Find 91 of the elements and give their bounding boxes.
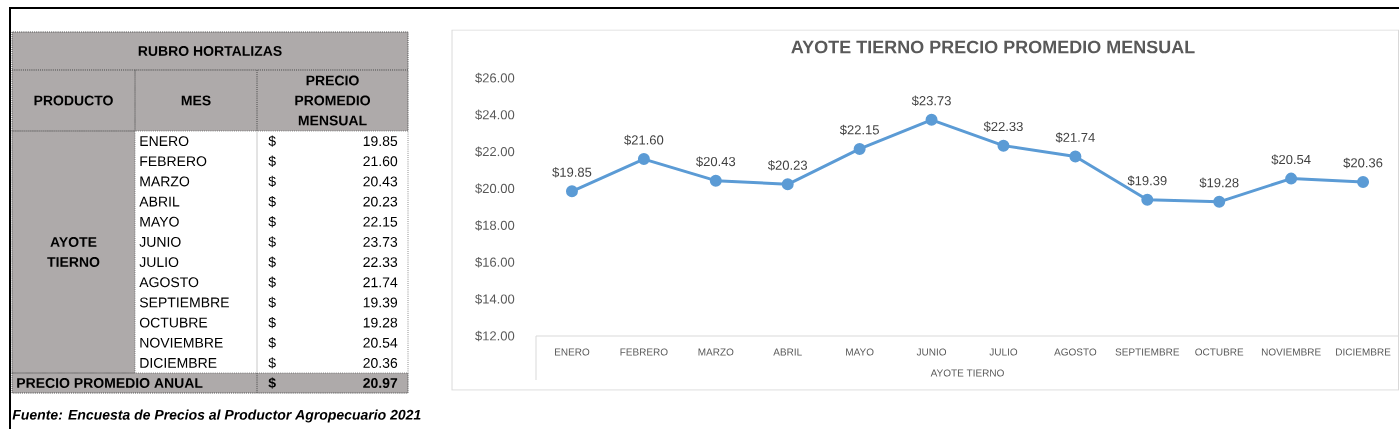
point [1069, 150, 1082, 163]
text: 22.15 [363, 216, 398, 227]
point [1141, 193, 1154, 206]
x-tick-label: SEPTIEMBRE [1115, 348, 1180, 356]
data-label: $22.15 [839, 124, 879, 136]
chart-title: AYOTE TIERNO PRECIO PROMEDIO MENSUAL [791, 40, 1195, 54]
text: $ [268, 337, 276, 349]
text: $ [268, 135, 276, 147]
data-label: $23.73 [911, 95, 951, 107]
x-tick-label: ENERO [555, 348, 590, 356]
category-label: JULIO [139, 257, 179, 268]
text: $ [268, 175, 276, 188]
text: $ [268, 216, 276, 228]
point [853, 142, 866, 155]
text: $ [268, 276, 276, 288]
data-label: $20.54 [1271, 154, 1311, 165]
text: RUBRO HORTALIZAS [138, 46, 282, 56]
point [925, 113, 938, 126]
text: 22.33 [363, 257, 398, 268]
text: PRECIO PROMEDIO MENSUAL [295, 75, 371, 126]
category-label: NOVIEMBRE [140, 337, 223, 348]
y-tick-label: $12.00 [475, 330, 515, 342]
text: $ [268, 316, 276, 329]
x-tick-label: JULIO [989, 348, 1018, 356]
data-label: $19.28 [1199, 177, 1239, 189]
x-tick-label: MARZO [698, 348, 734, 356]
text: 21.74 [363, 277, 398, 288]
x-tick-label: AGOSTO [1054, 348, 1097, 356]
text: $ [268, 296, 276, 309]
text: $ [268, 377, 276, 389]
text: PRODUCTO [34, 95, 113, 106]
category-label: JUNIO [139, 236, 181, 247]
y-tick-label: $24.00 [475, 109, 515, 121]
category-label: FEBRERO [140, 156, 207, 167]
y-tick-label: $14.00 [475, 293, 515, 305]
x-tick-label: DICIEMBRE [1336, 348, 1391, 356]
text: MES [181, 95, 211, 106]
text: PRECIO PROMEDIO ANUAL [17, 378, 203, 388]
point [709, 174, 722, 187]
point [781, 178, 794, 191]
y-tick-label: $18.00 [475, 220, 515, 231]
y-tick-label: $26.00 [475, 72, 515, 84]
data-label: $21.60 [624, 134, 664, 146]
x-axis-title: AYOTE TIERNO [930, 369, 1004, 377]
text: 20.97 [363, 378, 398, 388]
x-tick-label: NOVIEMBRE [1261, 348, 1321, 356]
text: 20.23 [363, 196, 398, 207]
data-label: $20.23 [767, 160, 808, 171]
source-note: Fuente: Encuesta de Precios al Productor Agropecuario 2021 [12, 409, 421, 423]
x-tick-label: ABRIL [773, 348, 802, 356]
x-tick-label: JUNIO [916, 348, 947, 356]
y-tick-label: $16.00 [475, 257, 515, 268]
text: 19.85 [363, 136, 398, 147]
category-label: OCTUBRE [139, 317, 208, 328]
text: $ [268, 357, 276, 369]
text: $ [268, 155, 276, 167]
y-tick-label: $22.00 [475, 146, 515, 157]
text: $ [268, 236, 276, 248]
text: 23.73 [363, 236, 398, 247]
data-label: $19.85 [552, 167, 592, 178]
data-label: $19.39 [1127, 175, 1167, 187]
category-label: ENERO [140, 136, 189, 147]
category-label: AGOSTO [139, 277, 199, 288]
category-label: SEPTIEMBRE [139, 297, 229, 308]
text: AYOTE TIERNO [47, 237, 100, 267]
text: 21.60 [363, 156, 398, 167]
category-label: ABRIL [139, 196, 180, 207]
category-label: MAYO [140, 216, 179, 227]
data-label: $22.33 [983, 121, 1023, 132]
point [1213, 195, 1226, 208]
text: 20.43 [363, 176, 398, 187]
category-label: DICIEMBRE [140, 357, 217, 368]
text: $ [268, 256, 276, 268]
point [1285, 172, 1298, 185]
x-tick-label: MAYO [846, 348, 874, 356]
y-tick-label: $20.00 [475, 183, 515, 194]
text: 19.28 [363, 317, 398, 328]
point [565, 185, 578, 198]
point [1357, 175, 1370, 188]
category-label: MARZO [140, 176, 190, 187]
data-label: $20.43 [696, 156, 736, 167]
point [997, 139, 1010, 152]
data-label: $21.74 [1055, 132, 1095, 143]
text: 19.39 [363, 297, 398, 308]
text: 20.54 [363, 337, 398, 348]
x-tick-label: OCTUBRE [1195, 348, 1244, 356]
point [637, 153, 650, 166]
x-tick-label: FEBRERO [620, 348, 668, 356]
text: $ [268, 195, 276, 208]
data-label: $20.36 [1343, 157, 1383, 169]
text: 20.36 [363, 357, 398, 368]
